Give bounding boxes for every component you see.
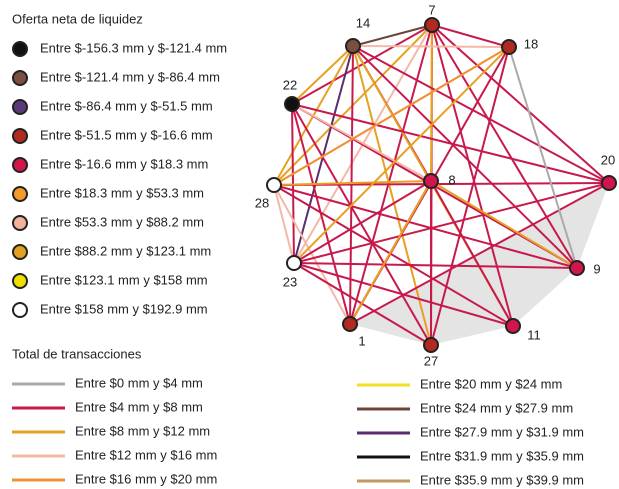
- legend-label: Entre $88.2 mm y $123.1 mm: [40, 243, 211, 258]
- node: [569, 260, 585, 276]
- edge: [291, 103, 351, 325]
- node-label: 1: [358, 333, 365, 348]
- edge: [352, 45, 610, 184]
- edge: [291, 103, 432, 346]
- legend-label: Entre $0 mm y $4 mm: [75, 375, 203, 390]
- edge: [431, 24, 578, 269]
- legend-label: Entre $24 mm y $27.9 mm: [420, 400, 573, 415]
- edge: [291, 103, 610, 184]
- edge: [273, 184, 514, 327]
- edge: [431, 24, 514, 327]
- legend-label: Entre $123.1 mm y $158 mm: [40, 272, 208, 287]
- legend-label: Entre $35.9 mm y $39.9 mm: [420, 472, 584, 487]
- legend: Oferta neta de liquidez Entre $-156.3 mm …: [12, 11, 584, 487]
- node: [266, 177, 282, 193]
- edge: [293, 180, 432, 264]
- edge: [431, 24, 510, 48]
- edge: [349, 180, 432, 325]
- legend-label: Entre $-16.6 mm y $18.3 mm: [40, 156, 208, 171]
- edge: [273, 182, 610, 186]
- edge: [273, 46, 510, 186]
- node: [286, 255, 302, 271]
- legend-label: Entre $18.3 mm y $53.3 mm: [40, 185, 204, 200]
- legend-label: Entre $-156.3 mm y $-121.4 mm: [40, 40, 227, 55]
- legend-title: Total de transacciones: [12, 346, 142, 361]
- legend-label: Entre $4 mm y $8 mm: [75, 399, 203, 414]
- node-label: 20: [601, 152, 615, 167]
- node-label: 8: [448, 172, 455, 187]
- legend-swatch: [12, 99, 28, 115]
- legend-label: Entre $-86.4 mm y $-51.5 mm: [40, 98, 213, 113]
- shaded-area: [350, 183, 609, 345]
- edge: [349, 24, 433, 325]
- edge: [293, 45, 354, 264]
- node: [505, 318, 521, 334]
- node-label: 9: [593, 261, 600, 276]
- node-label: 11: [527, 327, 541, 342]
- node: [423, 173, 439, 189]
- edge: [352, 24, 433, 47]
- edge: [431, 24, 610, 184]
- legend-swatch: [12, 244, 28, 260]
- legend-swatch: [12, 41, 28, 57]
- legend-label: Entre $-121.4 mm y $-86.4 mm: [40, 69, 220, 84]
- node-label: 28: [255, 195, 269, 210]
- legend-swatch: [12, 70, 28, 86]
- edge: [352, 45, 510, 48]
- edge: [293, 182, 610, 264]
- legend-label: Entre $16 mm y $20 mm: [75, 471, 217, 486]
- legend-label: Entre $-51.5 mm y $-16.6 mm: [40, 127, 213, 142]
- edge: [430, 180, 514, 327]
- node-label: 18: [524, 36, 538, 51]
- node: [501, 39, 517, 55]
- node: [601, 175, 617, 191]
- edge: [273, 184, 578, 269]
- edge: [430, 180, 578, 269]
- legend-swatch: [12, 215, 28, 231]
- edge: [430, 24, 433, 182]
- edge: [273, 180, 432, 186]
- legend-swatch: [12, 302, 28, 318]
- node-label: 7: [428, 2, 435, 17]
- legend-label: Entre $12 mm y $16 mm: [75, 447, 217, 462]
- edge: [273, 184, 351, 325]
- edge: [291, 24, 433, 105]
- node: [345, 38, 361, 54]
- legend-label: Entre $20 mm y $24 mm: [420, 376, 562, 391]
- legend-label: Entre $31.9 mm y $35.9 mm: [420, 448, 584, 463]
- legend-label: Entre $27.9 mm y $31.9 mm: [420, 424, 584, 439]
- legend-swatch: [12, 128, 28, 144]
- edge: [273, 184, 295, 264]
- edge: [508, 46, 578, 269]
- node: [284, 96, 300, 112]
- edge: [293, 262, 578, 269]
- node-label: 23: [283, 274, 297, 289]
- node-label: 14: [356, 15, 370, 30]
- legend-swatch: [12, 186, 28, 202]
- node: [342, 316, 358, 332]
- legend-title: Oferta neta de liquidez: [12, 11, 143, 26]
- node-label: 27: [424, 353, 438, 368]
- node: [423, 337, 439, 353]
- legend-label: Entre $8 mm y $12 mm: [75, 423, 210, 438]
- edge: [430, 46, 510, 346]
- node-label: 22: [283, 77, 297, 92]
- edge: [291, 103, 432, 182]
- edges: [273, 24, 610, 346]
- legend-label: Entre $53.3 mm y $88.2 mm: [40, 214, 204, 229]
- edge: [291, 45, 354, 105]
- legend-swatch: [12, 273, 28, 289]
- edge: [352, 45, 432, 346]
- legend-swatch: [12, 157, 28, 173]
- edge: [352, 45, 578, 269]
- edge: [293, 46, 510, 264]
- edge: [291, 103, 295, 264]
- edge: [349, 182, 610, 325]
- legend-label: Entre $158 mm y $192.9 mm: [40, 301, 208, 316]
- node: [424, 17, 440, 33]
